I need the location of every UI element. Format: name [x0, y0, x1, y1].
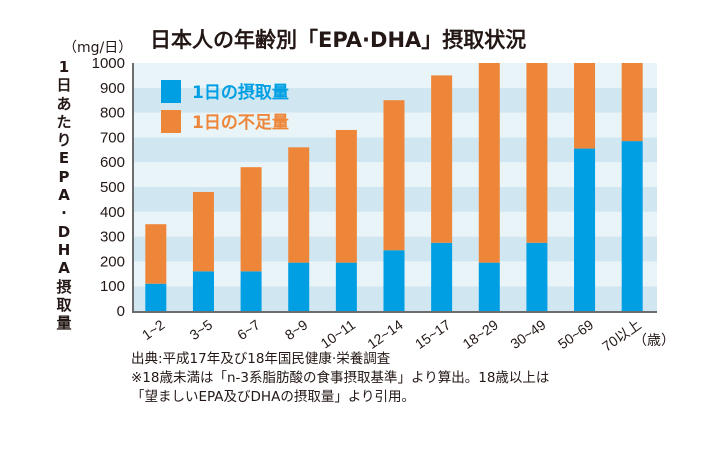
y-axis-label-char: P [58, 167, 70, 186]
footnotes: 出典:平成17年及び18年国民健康·栄養調査 ※18歳未満は「n-3系脂肪酸の食… [131, 350, 549, 407]
x-tick-label: 10~11 [318, 316, 359, 351]
note-method: ※18歳未満は「n-3系脂肪酸の食事摂取基準」より算出。18歳以上は [131, 370, 550, 386]
bar-shortfall [240, 167, 262, 272]
bar-intake [335, 262, 357, 311]
y-tick-label: 400 [100, 204, 125, 221]
x-tick-label: 1~2 [139, 316, 168, 343]
bar-intake [478, 262, 500, 311]
y-tick-label: 100 [100, 278, 125, 295]
y-axis-label-char: H [57, 240, 71, 259]
bar-intake [383, 250, 405, 311]
x-tick-label: 6~7 [234, 316, 263, 343]
y-tick-label: 700 [100, 129, 125, 146]
y-axis-label-char: A [58, 259, 70, 278]
legend-label: 1日の不足量 [192, 112, 289, 133]
bars [145, 63, 643, 311]
legend-swatch [161, 110, 181, 133]
y-ticks: 0 100 200 300 400 500 600 700 800 900 1000 [92, 55, 125, 320]
x-tick-label: 3~5 [187, 316, 216, 343]
y-axis-label-char: D [57, 222, 71, 241]
y-tick-label: 200 [100, 253, 125, 270]
x-tick-label: 18~29 [460, 316, 502, 352]
y-axis-label-char: 量 [56, 314, 72, 333]
y-tick-label: 1000 [92, 55, 125, 72]
y-axis-label-char: た [56, 112, 72, 131]
x-tick-label: 50~69 [555, 316, 597, 352]
bar-shortfall [335, 129, 357, 263]
y-axis-label-char: り [56, 131, 72, 150]
bar-intake [145, 283, 167, 311]
y-axis-label-char: 摂 [56, 277, 72, 296]
x-tick-label: 15~17 [412, 316, 454, 352]
y-axis-label-char: · [61, 204, 67, 223]
bar-shortfall [288, 147, 310, 263]
bar-intake [192, 271, 214, 311]
legend-label: 1日の摂取量 [192, 82, 289, 103]
x-axis-unit: （歳） [633, 333, 675, 349]
axes [132, 63, 657, 313]
y-tick-label: 0 [117, 303, 125, 320]
bar-shortfall [431, 75, 453, 243]
bar-shortfall [574, 63, 596, 149]
bar-intake [526, 242, 548, 311]
y-tick-label: 500 [100, 179, 125, 196]
bar-intake [240, 271, 262, 311]
y-tick-label: 900 [100, 80, 125, 97]
y-axis-unit: （mg/日） [63, 40, 133, 56]
bar-shortfall [145, 224, 167, 284]
bar-shortfall [526, 63, 548, 243]
bar-intake [431, 242, 453, 311]
y-axis-label: 1 日あたり E P A · D H A 摂取量 [55, 58, 73, 332]
bar-intake [621, 141, 643, 311]
bar-shortfall [478, 63, 500, 263]
x-tick-label: 12~14 [364, 316, 406, 352]
y-tick-label: 800 [100, 105, 125, 122]
y-axis-label-char: 日 [56, 76, 72, 95]
y-axis-label-char: 取 [56, 295, 72, 314]
bar-shortfall [383, 100, 405, 251]
bar-intake [574, 148, 596, 311]
x-tick-label: 8~9 [282, 316, 311, 343]
y-axis-label-char: E [58, 149, 70, 168]
note-source: 出典:平成17年及び18年国民健康·栄養調査 [131, 351, 391, 367]
bar-intake [288, 262, 310, 311]
chart-title: 日本人の年齢別「EPA·DHA」摂取状況 [150, 28, 527, 52]
y-tick-label: 300 [100, 229, 125, 246]
x-ticks: 1~2 3~5 6~7 8~9 10~11 12~14 15~17 18~29 30~49 50~… [139, 316, 644, 354]
legend: 1日の摂取量 1日の不足量 [161, 80, 289, 133]
y-axis-label-char: 1 [58, 58, 70, 76]
background-band [133, 63, 657, 88]
bar-shortfall [621, 63, 643, 142]
note-citation: 「望ましいEPA及びDHAの摂取量」より引用。 [131, 389, 416, 405]
legend-swatch [161, 80, 181, 103]
bar-shortfall [192, 191, 214, 272]
y-axis-label-char: A [58, 186, 70, 205]
y-axis-label-char: あ [56, 94, 72, 113]
y-tick-label: 600 [100, 154, 125, 171]
x-tick-label: 30~49 [507, 316, 549, 352]
